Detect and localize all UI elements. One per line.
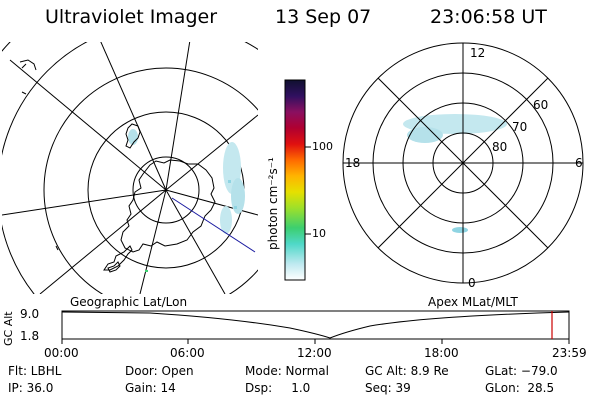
- glat-info: GLat: −79.0: [485, 364, 558, 378]
- aurora-emission: [128, 129, 245, 234]
- mlt-label-bottom: 0: [468, 276, 476, 290]
- aurora-oval-lower: [452, 227, 468, 233]
- colorbar-gradient: [284, 79, 306, 281]
- right-map-title: Apex MLat/MLT: [428, 295, 518, 309]
- door-info: Door: Open: [125, 364, 194, 378]
- peninsula-outline: [103, 245, 133, 273]
- altitude-curve: [62, 311, 569, 339]
- altitude-ylabel: GC Alt: [2, 311, 15, 346]
- altitude-xtick: 23:59: [552, 346, 587, 360]
- mode-info: Mode: Normal: [245, 364, 329, 378]
- meridian-line: [100, 42, 167, 191]
- dsp-info: Dsp: 1.0: [245, 381, 311, 395]
- colorbar-tick-label: 10: [312, 227, 326, 240]
- meridian-line: [139, 189, 167, 294]
- altitude-xtick: 18:00: [424, 346, 459, 360]
- altitude-xtick: 00:00: [44, 346, 79, 360]
- mlt-line-diagonal: [377, 77, 549, 249]
- time-label: 23:06:58 UT: [430, 6, 547, 28]
- meridian-line: [165, 42, 191, 191]
- altitude-ytick: 1.8: [20, 329, 40, 343]
- satellite-track: [171, 197, 256, 253]
- altitude-xtick: 12:00: [297, 346, 332, 360]
- ip-info: IP: 36.0: [8, 381, 54, 395]
- gain-info: Gain: 14: [125, 381, 176, 395]
- altitude-plot: [61, 310, 570, 344]
- colorbar: [284, 79, 311, 281]
- colorbar-tick-label: 100: [312, 140, 333, 153]
- mlat-label: 70: [512, 120, 528, 134]
- mlt-label-left: 18: [345, 156, 361, 170]
- filter-info: Flt: LBHL: [8, 364, 62, 378]
- altitude-ytick: 9.0: [20, 307, 40, 321]
- landmass-outline: [19, 59, 141, 251]
- meridian-line: [2, 189, 167, 216]
- aurora-pixel: [145, 270, 148, 272]
- meridian-line: [9, 59, 167, 191]
- meridian-line: [165, 114, 258, 191]
- seq-info: Seq: 39: [365, 381, 411, 395]
- lat-circle-60: [43, 67, 258, 294]
- date-label: 13 Sep 07: [275, 6, 372, 28]
- mlat-label: 60: [533, 98, 549, 112]
- mlat-label: 80: [492, 140, 508, 154]
- mlt-label-top: 12: [470, 46, 486, 60]
- colorbar-unit-label: photon cm⁻²s⁻¹: [266, 157, 280, 250]
- geographic-map: [2, 42, 258, 294]
- mlt-label-right: 6: [575, 156, 583, 170]
- aurora-oval-upper: [407, 127, 443, 143]
- apex-map: [342, 42, 584, 284]
- instrument-title: Ultraviolet Imager: [45, 6, 218, 28]
- antarctica-outline: [120, 159, 216, 253]
- meridian-line: [39, 189, 167, 294]
- meridian-line: [165, 189, 258, 216]
- meridian-line: [165, 189, 226, 294]
- altitude-xtick: 06:00: [170, 346, 205, 360]
- left-map-title: Geographic Lat/Lon: [70, 295, 188, 309]
- lat-circle-80: [132, 156, 200, 224]
- gc-alt-info: GC Alt: 8.9 Re: [365, 364, 449, 378]
- lat-circle-40: [2, 42, 11, 52]
- glon-info: GLon: 28.5: [485, 381, 555, 395]
